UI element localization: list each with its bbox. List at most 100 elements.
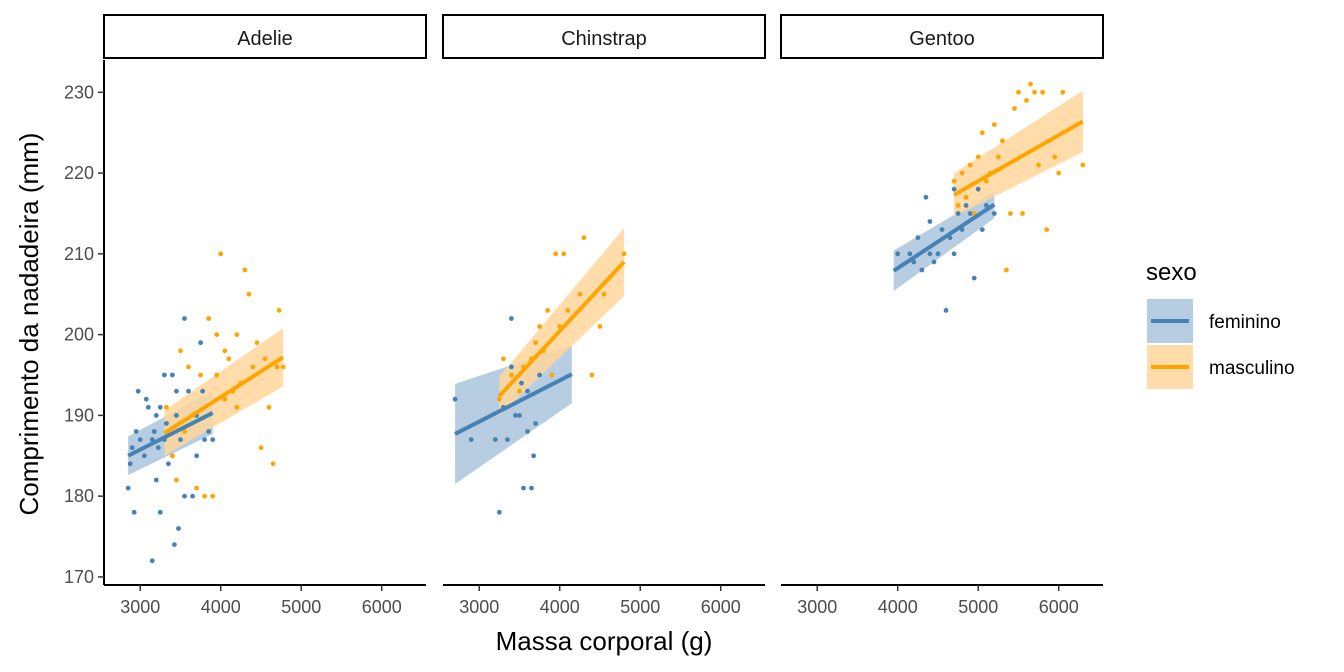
data-point-masculino xyxy=(1036,162,1041,168)
data-point-masculino xyxy=(174,477,179,483)
data-point-feminino xyxy=(133,429,139,434)
data-point-masculino xyxy=(1040,89,1045,95)
x-tick-label: 6000 xyxy=(701,597,741,617)
data-point-masculino xyxy=(202,493,208,499)
data-point-feminino xyxy=(517,413,522,418)
x-tick-label: 5000 xyxy=(958,597,998,617)
data-point-masculino xyxy=(621,251,627,257)
data-point-feminino xyxy=(174,413,179,418)
data-point-feminino xyxy=(939,227,945,233)
data-point-masculino xyxy=(222,396,228,402)
data-point-masculino xyxy=(983,178,989,184)
data-point-feminino xyxy=(157,509,163,515)
data-point-masculino xyxy=(533,340,538,346)
data-point-masculino xyxy=(164,404,169,410)
x-tick-label: 4000 xyxy=(878,597,918,617)
data-point-feminino xyxy=(975,186,981,192)
data-point-masculino xyxy=(517,388,522,394)
data-point-masculino xyxy=(561,251,567,257)
data-point-feminino xyxy=(135,388,141,394)
data-point-feminino xyxy=(967,211,973,216)
facet-strip-label: Chinstrap xyxy=(561,28,647,50)
data-point-masculino xyxy=(959,170,965,176)
data-point-masculino xyxy=(258,445,264,451)
data-point-feminino xyxy=(519,380,524,386)
data-point-masculino xyxy=(1012,106,1017,111)
data-point-masculino xyxy=(234,404,240,410)
x-tick-label: 5000 xyxy=(281,597,321,617)
y-tick-label: 210 xyxy=(64,244,94,264)
data-point-masculino xyxy=(1020,211,1025,216)
confidence-band-masculino xyxy=(164,328,284,456)
data-point-masculino xyxy=(214,332,220,337)
data-point-feminino xyxy=(178,437,183,442)
data-point-masculino xyxy=(545,308,550,313)
data-point-feminino xyxy=(971,275,977,281)
data-point-masculino xyxy=(967,162,973,168)
legend-label: masculino xyxy=(1209,358,1295,379)
x-tick-label: 4000 xyxy=(201,597,241,617)
data-point-masculino xyxy=(501,356,506,362)
data-point-feminino xyxy=(131,509,137,515)
data-point-masculino xyxy=(497,396,502,402)
x-tick-label: 5000 xyxy=(620,597,660,617)
legend-entry-feminino: feminino xyxy=(1147,299,1281,343)
data-point-masculino xyxy=(1044,227,1050,233)
regression-line-feminino xyxy=(127,411,214,458)
x-tick-label: 3000 xyxy=(797,597,837,617)
data-point-feminino xyxy=(509,364,514,370)
data-point-masculino xyxy=(581,235,587,241)
data-point-feminino xyxy=(923,194,929,200)
data-point-feminino xyxy=(991,211,997,216)
data-point-feminino xyxy=(141,453,147,459)
regression-line-masculino xyxy=(163,355,285,435)
data-point-masculino xyxy=(214,372,220,378)
data-point-feminino xyxy=(468,437,474,442)
data-point-masculino xyxy=(963,194,969,200)
data-point-masculino xyxy=(262,356,268,362)
data-point-masculino xyxy=(1000,138,1005,144)
data-point-feminino xyxy=(955,211,961,216)
regression-line-masculino xyxy=(497,260,626,398)
data-point-masculino xyxy=(270,461,276,467)
data-point-masculino xyxy=(246,291,252,297)
data-point-feminino xyxy=(927,219,933,224)
data-point-masculino xyxy=(1056,170,1062,176)
data-point-masculino xyxy=(509,372,514,378)
data-point-masculino xyxy=(226,356,232,362)
data-point-feminino xyxy=(200,388,206,394)
data-point-feminino xyxy=(186,388,191,394)
data-point-masculino xyxy=(951,178,957,184)
facet-panel-adelie: Adelie 3000 4000 5000 6000 xyxy=(103,14,427,617)
data-point-masculino xyxy=(186,364,191,370)
data-point-masculino xyxy=(182,429,187,434)
data-point-masculino xyxy=(280,364,286,370)
data-point-feminino xyxy=(127,461,133,467)
data-point-feminino xyxy=(149,558,155,564)
data-point-feminino xyxy=(951,251,957,257)
data-point-feminino xyxy=(943,308,949,313)
data-point-feminino xyxy=(162,372,167,378)
data-point-feminino xyxy=(492,437,498,442)
data-point-masculino xyxy=(996,154,1001,160)
data-point-masculino xyxy=(218,251,224,257)
facet-strip-label: Adelie xyxy=(237,28,293,50)
data-point-masculino xyxy=(601,291,607,297)
data-point-feminino xyxy=(915,235,921,241)
data-point-feminino xyxy=(983,203,989,208)
data-point-feminino xyxy=(129,445,135,451)
data-point-masculino xyxy=(178,348,183,354)
y-tick-label: 220 xyxy=(64,163,94,183)
data-point-masculino xyxy=(194,485,200,491)
data-point-masculino xyxy=(266,404,272,410)
data-point-masculino xyxy=(549,372,555,378)
data-point-masculino xyxy=(222,348,228,354)
data-point-masculino xyxy=(276,308,282,313)
y-axis: 170 180 190 200 210 220 230 xyxy=(64,60,105,587)
data-point-feminino xyxy=(525,388,530,394)
facet-panels: Adelie 3000 4000 5000 6000 Chinstrap 3000 4000 5… xyxy=(103,14,1104,617)
data-point-feminino xyxy=(895,251,901,257)
data-point-feminino xyxy=(194,453,200,459)
data-point-masculino xyxy=(565,308,571,313)
data-point-feminino xyxy=(537,372,542,378)
